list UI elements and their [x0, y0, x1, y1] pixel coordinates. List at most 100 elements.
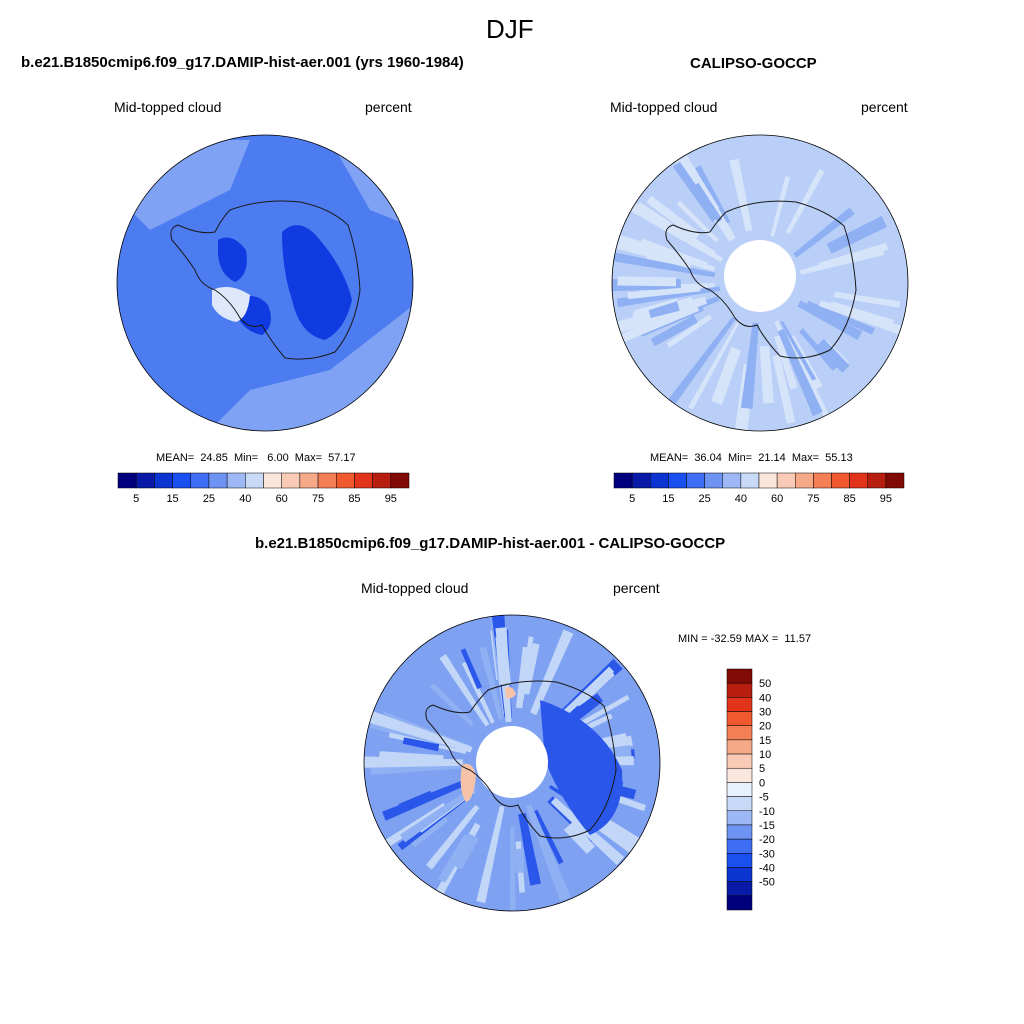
colorbar-tick-label: 20 [759, 721, 771, 733]
model-units-label: percent [365, 99, 412, 115]
colorbar-tick-label: 15 [662, 493, 674, 505]
model-variable-label: Mid-topped cloud [114, 99, 222, 115]
colorbar-tick-label: 40 [759, 692, 771, 704]
obs-panel-title: CALIPSO-GOCCP [690, 55, 817, 72]
colorbar-tick-label: 85 [348, 493, 360, 505]
colorbar-swatch [726, 810, 753, 826]
colorbar-swatch [726, 739, 753, 755]
model-stats: MEAN= 24.85 Min= 6.00 Max= 57.17 [156, 452, 356, 464]
colorbar-tick-label: 5 [629, 493, 635, 505]
obs-colorbar: 5 15 25 40 60 75 85 95 [613, 472, 905, 505]
colorbar-swatch [372, 472, 392, 489]
colorbar-tick-label: -20 [759, 834, 775, 846]
colorbar-swatch [776, 472, 796, 489]
colorbar-swatch [135, 472, 155, 489]
colorbar-swatch [740, 472, 760, 489]
colorbar-tick-label: 60 [276, 493, 288, 505]
colorbar-swatch [190, 472, 210, 489]
colorbar-swatch [172, 472, 191, 489]
colorbar-swatch [245, 472, 264, 489]
colorbar-swatch [726, 782, 753, 797]
colorbar-swatch [722, 472, 742, 489]
colorbar-swatch [650, 472, 669, 489]
colorbar-tick-label: 5 [133, 493, 139, 505]
colorbar-swatch [813, 472, 832, 489]
colorbar-swatch [726, 767, 753, 783]
colorbar-swatch [726, 668, 753, 684]
obs-stats: MEAN= 36.04 Min= 21.14 Max= 55.13 [650, 452, 853, 464]
colorbar-swatch [668, 472, 687, 489]
diff-variable-label: Mid-topped cloud [361, 580, 469, 596]
obs-map [611, 134, 909, 432]
colorbar-swatch [726, 838, 753, 854]
diff-map [363, 614, 661, 912]
colorbar-swatch [726, 753, 753, 769]
colorbar-swatch [631, 472, 651, 489]
colorbar-tick-label: 25 [203, 493, 215, 505]
colorbar-swatch [613, 472, 633, 489]
colorbar-swatch [726, 711, 753, 726]
colorbar-tick-label: 15 [166, 493, 178, 505]
colorbar-swatch [849, 472, 868, 489]
colorbar-swatch [354, 472, 373, 489]
colorbar-tick-label: 50 [759, 678, 771, 690]
colorbar-tick-label: 25 [699, 493, 711, 505]
colorbar-tick-label: -50 [759, 877, 775, 889]
colorbar-swatch [885, 472, 905, 489]
colorbar-tick-label: 75 [807, 493, 819, 505]
colorbar-swatch [726, 824, 753, 840]
colorbar-swatch [154, 472, 173, 489]
colorbar-swatch [726, 853, 753, 868]
diff-stats: MIN = -32.59 MAX = 11.57 [678, 633, 812, 645]
diff-panel-title: b.e21.B1850cmip6.f09_g17.DAMIP-hist-aer.… [255, 535, 726, 552]
colorbar-tick-label: 10 [759, 749, 771, 761]
colorbar-tick-label: 0 [759, 777, 765, 789]
colorbar-swatch [226, 472, 246, 489]
colorbar-swatch [726, 725, 753, 741]
colorbar-tick-label: 85 [844, 493, 856, 505]
colorbar-swatch [208, 472, 228, 489]
colorbar-tick-label: -40 [759, 862, 775, 874]
colorbar-tick-label: 95 [880, 493, 892, 505]
colorbar-tick-label: -15 [759, 820, 775, 832]
colorbar-tick-label: -30 [759, 848, 775, 860]
colorbar-swatch [726, 682, 753, 698]
colorbar-tick-label: 95 [385, 493, 397, 505]
colorbar-swatch [117, 472, 137, 489]
colorbar-swatch [336, 472, 355, 489]
colorbar-tick-label: 40 [735, 493, 747, 505]
colorbar-swatch [263, 472, 282, 489]
colorbar-swatch [726, 697, 753, 712]
colorbar-swatch [390, 472, 410, 489]
colorbar-swatch [726, 796, 753, 812]
model-colorbar: 5 15 25 40 60 75 85 95 [117, 472, 410, 505]
colorbar-tick-label: 30 [759, 707, 771, 719]
model-map [116, 134, 414, 432]
colorbar-tick-label: -5 [759, 792, 769, 804]
model-panel-title: b.e21.B1850cmip6.f09_g17.DAMIP-hist-aer.… [21, 54, 464, 71]
colorbar-swatch [686, 472, 705, 489]
colorbar-swatch [299, 472, 319, 489]
colorbar-swatch [704, 472, 723, 489]
colorbar-tick-label: 5 [759, 763, 765, 775]
colorbar-swatch [795, 472, 814, 489]
diff-units-label: percent [613, 580, 660, 596]
colorbar-tick-label: -10 [759, 806, 775, 818]
colorbar-tick-label: 15 [759, 735, 771, 747]
colorbar-swatch [758, 472, 778, 489]
colorbar-swatch [726, 895, 753, 911]
colorbar-tick-label: 40 [239, 493, 251, 505]
colorbar-swatch [281, 472, 301, 489]
colorbar-swatch [867, 472, 887, 489]
colorbar-swatch [726, 867, 753, 882]
colorbar-swatch [726, 881, 753, 897]
obs-units-label: percent [861, 99, 908, 115]
figure-title: DJF [486, 14, 534, 44]
colorbar-swatch [831, 472, 850, 489]
obs-variable-label: Mid-topped cloud [610, 99, 718, 115]
colorbar-tick-label: 60 [771, 493, 783, 505]
colorbar-tick-label: 75 [312, 493, 324, 505]
colorbar-swatch [317, 472, 337, 489]
